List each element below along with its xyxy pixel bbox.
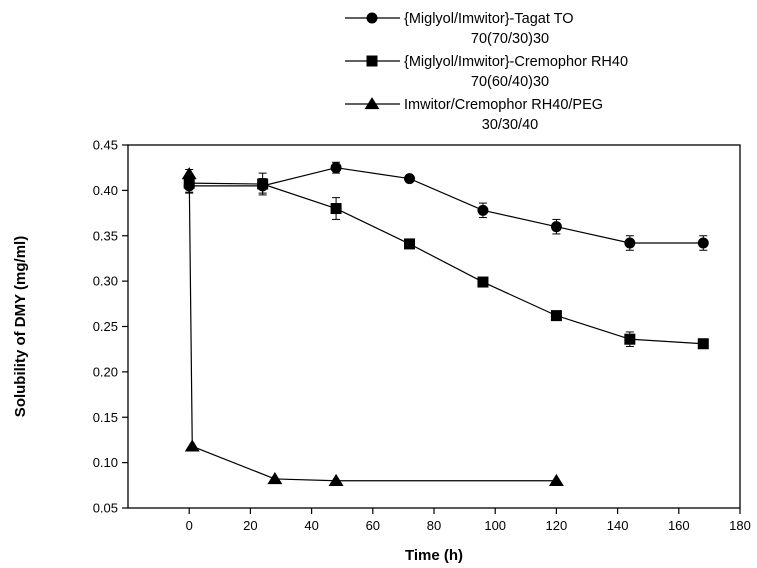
marker-circle <box>550 221 562 233</box>
marker-circle <box>366 12 378 24</box>
marker-triangle <box>267 472 283 485</box>
marker-circle <box>330 162 342 174</box>
y-tick-label: 0.45 <box>93 138 118 153</box>
x-tick-label: 100 <box>484 518 506 533</box>
marker-square <box>330 203 342 215</box>
x-axis-label: Time (h) <box>405 547 463 564</box>
plot-border <box>127 144 741 509</box>
x-tick-label: 140 <box>607 518 629 533</box>
marker-triangle <box>364 97 380 110</box>
marker-triangle <box>181 167 197 180</box>
marker-square <box>697 338 709 350</box>
marker-triangle <box>184 439 200 452</box>
y-tick-label: 0.25 <box>93 319 118 334</box>
series-line <box>188 174 557 482</box>
marker-circle <box>477 204 489 216</box>
marker-square <box>257 178 269 190</box>
x-tick-label: 0 <box>186 518 193 533</box>
axes: 0 20 40 60 80 100 120 140 160 180 0.05 0.10 0.15 0.20… <box>93 138 751 534</box>
marker-circle <box>404 173 416 185</box>
marker-circle <box>697 237 709 249</box>
series-line <box>189 167 704 244</box>
marker-square <box>366 55 378 67</box>
series-line <box>189 182 704 345</box>
series-layer <box>181 161 709 486</box>
y-tick-label: 0.40 <box>93 183 118 198</box>
marker-triangle <box>328 473 344 486</box>
y-tick-label: 0.10 <box>93 455 118 470</box>
legend-label: {Miglyol/Imwitor}-Cremophor RH40 <box>404 54 628 70</box>
marker-square <box>624 333 636 345</box>
marker-square <box>550 310 562 322</box>
marker-square <box>477 276 489 288</box>
x-tick-label: 80 <box>427 518 441 533</box>
y-tick-label: 0.05 <box>93 501 118 516</box>
x-tick-label: 160 <box>668 518 690 533</box>
legend-item-1: {Miglyol/Imwitor}-Tagat TO 70(70/30)30 <box>345 11 574 47</box>
x-tick-label: 120 <box>546 518 568 533</box>
y-tick-label: 0.30 <box>93 274 118 289</box>
y-axis-label: Solubility of DMY (mg/ml) <box>12 236 29 417</box>
marker-square <box>404 238 416 250</box>
x-tick-label: 180 <box>729 518 751 533</box>
y-tick-label: 0.20 <box>93 364 118 379</box>
legend-label: {Miglyol/Imwitor}-Tagat TO <box>404 11 574 27</box>
legend-label-line2: 70(70/30)30 <box>471 31 549 47</box>
x-tick-label: 60 <box>366 518 380 533</box>
series-2 <box>183 172 709 350</box>
plot-area <box>127 144 741 509</box>
legend-label-line2: 70(60/40)30 <box>471 74 549 90</box>
x-tick-label: 20 <box>243 518 257 533</box>
y-tick-label: 0.35 <box>93 228 118 243</box>
legend: {Miglyol/Imwitor}-Tagat TO70(70/30)30{Mi… <box>345 11 628 133</box>
y-tick-label: 0.15 <box>93 410 118 425</box>
marker-circle <box>624 237 636 249</box>
legend-label-line2: 30/30/40 <box>482 117 538 133</box>
legend-label: Imwitor/Cremophor RH40/PEG <box>404 97 603 113</box>
x-tick-label: 40 <box>304 518 318 533</box>
series-3 <box>181 167 564 486</box>
legend-item-3: Imwitor/Cremophor RH40/PEG 30/30/40 <box>345 97 603 133</box>
marker-triangle <box>548 473 564 486</box>
legend-item-2: {Miglyol/Imwitor}-Cremophor RH40 70(60/40… <box>345 54 628 90</box>
